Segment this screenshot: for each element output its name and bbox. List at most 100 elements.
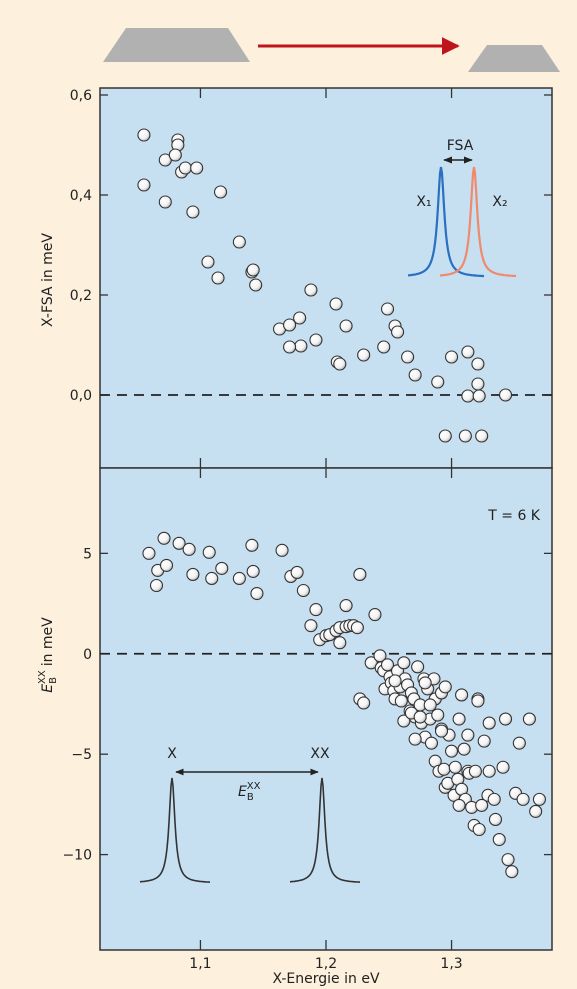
- data-point: [380, 658, 395, 672]
- y-axis-label: EBXX in meV: [37, 617, 59, 693]
- plot-area-top: [99, 87, 553, 469]
- annotation: T = 6 K: [487, 508, 541, 524]
- inset-label: X₁: [416, 194, 431, 210]
- inset-label: X₂: [492, 194, 507, 210]
- data-point: [468, 764, 482, 778]
- data-point: [413, 710, 427, 724]
- plot-layer: 0,6 0,4 0,2 0,0 5 0 −5 −10 1,1 1,2 1,3 X-Energie in…: [37, 88, 552, 987]
- data-point: [246, 564, 260, 578]
- data-point: [455, 688, 469, 702]
- data-point: [290, 565, 304, 579]
- data-point: [232, 571, 246, 586]
- data-point: [304, 619, 318, 633]
- data-point: [391, 325, 405, 339]
- data-point: [461, 728, 475, 742]
- x-axis-label: X-Energie in eV: [272, 971, 379, 987]
- data-point: [458, 429, 472, 443]
- small-island: [468, 45, 560, 72]
- y-axis-label: X-FSA in meV: [40, 233, 56, 327]
- data-point: [186, 205, 200, 219]
- data-point: [245, 538, 259, 552]
- data-point: [283, 340, 297, 354]
- data-point: [434, 724, 449, 738]
- data-point: [215, 561, 229, 575]
- data-point: [475, 798, 489, 812]
- data-point: [333, 357, 347, 371]
- data-point: [357, 348, 371, 362]
- data-point: [452, 798, 466, 812]
- data-point: [211, 271, 225, 285]
- data-point: [529, 804, 543, 818]
- data-point: [477, 734, 491, 748]
- data-point: [516, 792, 530, 806]
- data-point: [411, 660, 425, 674]
- data-point: [498, 388, 513, 402]
- data-point: [461, 345, 475, 359]
- data-point: [423, 698, 437, 712]
- data-point: [437, 762, 451, 776]
- data-point: [445, 350, 459, 364]
- data-point: [445, 744, 459, 758]
- data-point: [424, 736, 439, 750]
- unit: in meV: [40, 617, 56, 666]
- data-point: [213, 185, 228, 199]
- data-point: [492, 832, 506, 847]
- data-point: [471, 357, 485, 371]
- data-point: [532, 792, 546, 806]
- data-point: [157, 531, 171, 545]
- data-point: [309, 333, 323, 347]
- data-point: [172, 536, 186, 550]
- data-point: [294, 339, 308, 353]
- data-point: [377, 340, 391, 354]
- data-point: [380, 302, 395, 316]
- data-point: [149, 578, 164, 593]
- subscript: B: [48, 677, 59, 684]
- data-point: [496, 760, 510, 774]
- subscript: B: [247, 792, 254, 803]
- y-tick-label: 0: [83, 647, 92, 663]
- data-point: [522, 712, 536, 726]
- data-point: [438, 680, 452, 694]
- data-point: [353, 567, 367, 581]
- data-point: [246, 263, 260, 277]
- inset-peak: [407, 166, 485, 278]
- data-point: [159, 558, 174, 572]
- data-point: [329, 297, 343, 311]
- y-tick-label: 0,4: [70, 188, 92, 204]
- data-point: [205, 571, 219, 586]
- data-point: [431, 708, 445, 722]
- data-point: [137, 128, 151, 142]
- data-point: [339, 319, 353, 333]
- data-point: [368, 608, 382, 622]
- y-tick-label: −5: [71, 747, 92, 763]
- data-point: [472, 389, 486, 403]
- data-point: [137, 178, 151, 192]
- inset-label: FSA: [447, 138, 474, 154]
- x-tick-label: 1,3: [440, 956, 462, 972]
- data-point: [201, 255, 215, 269]
- data-point: [505, 865, 519, 879]
- data-point: [397, 714, 411, 728]
- x-tick-label: 1,1: [189, 956, 211, 972]
- y-tick-label: 0,0: [70, 388, 92, 404]
- data-point: [357, 696, 371, 710]
- data-point: [249, 278, 263, 292]
- data-point: [202, 545, 216, 559]
- data-point: [471, 377, 485, 391]
- data-point: [304, 283, 318, 297]
- data-point: [275, 543, 289, 557]
- data-point: [452, 712, 466, 726]
- data-point: [418, 676, 432, 690]
- data-point: [158, 195, 172, 209]
- inset-label: X: [167, 746, 177, 762]
- symbol: E: [238, 784, 247, 800]
- data-point: [309, 603, 323, 617]
- inset-peak: [289, 777, 360, 883]
- data-point: [448, 760, 462, 774]
- inset-peak: [139, 777, 210, 883]
- data-point: [190, 161, 204, 175]
- data-point: [461, 389, 475, 403]
- data-point: [431, 375, 445, 389]
